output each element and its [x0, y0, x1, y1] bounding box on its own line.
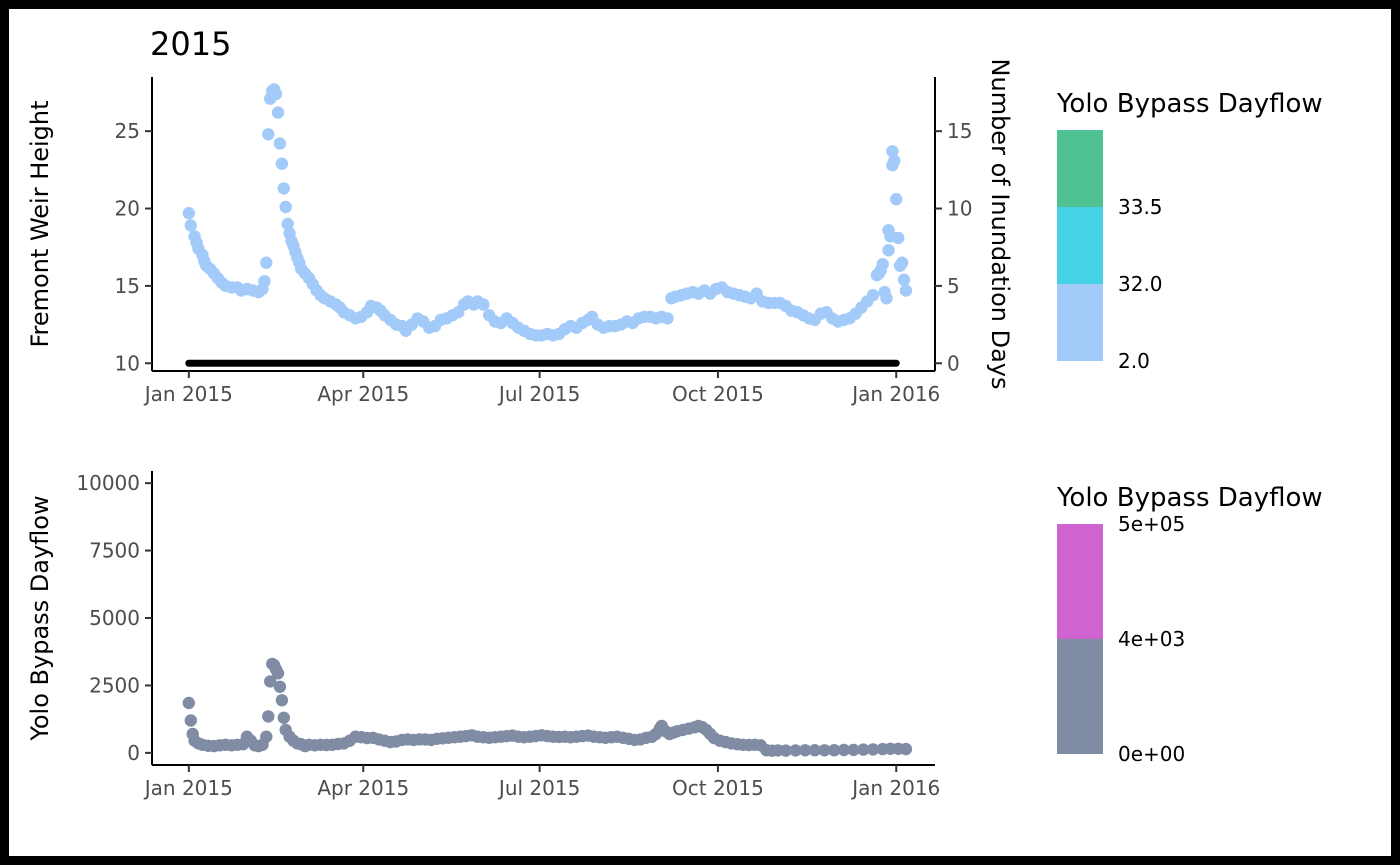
- data-point: [182, 696, 195, 710]
- y-axis-ticks-bottom: 0 2500 5000 7500 10000: [76, 471, 152, 765]
- y-tick-label: 10000: [76, 471, 140, 495]
- y-tick-label: 10: [115, 351, 140, 375]
- data-point: [258, 275, 271, 288]
- data-point: [264, 675, 277, 688]
- x-tick-label: Jan 2015: [143, 776, 233, 800]
- x-tick-label: Jan 2016: [850, 382, 940, 406]
- x-axis-ticks: Jan 2015 Apr 2015 Jul 2015 Oct 2015 Jan 2016: [143, 371, 940, 406]
- chart-title: 2015: [150, 25, 231, 63]
- legend-label-bottom-0: 0e+00: [1118, 742, 1185, 766]
- data-point: [866, 289, 880, 302]
- data-point: [847, 743, 860, 757]
- data-point: [866, 743, 880, 756]
- data-point: [260, 256, 273, 269]
- data-point: [184, 714, 197, 727]
- legend-swatch-0: [1057, 284, 1103, 361]
- data-point: [661, 312, 674, 325]
- data-point: [277, 182, 290, 195]
- y2-axis-title: Number of Inundation Days: [986, 59, 1014, 390]
- data-point: [275, 694, 289, 707]
- legend-label-bottom-2: 5e+05: [1118, 512, 1185, 536]
- y2-axis-ticks: 0 5 10 15: [935, 119, 972, 375]
- x-tick-label: Apr 2015: [317, 382, 409, 406]
- y-axis-title: Fremont Weir Height: [26, 100, 54, 347]
- legend-swatch-2: [1057, 130, 1103, 207]
- data-point: [275, 157, 289, 170]
- top-data-layer: [182, 83, 913, 367]
- x-tick-label: Jul 2015: [497, 382, 580, 406]
- data-point: [899, 742, 913, 756]
- data-point: [277, 711, 290, 724]
- data-point: [886, 145, 899, 158]
- x-axis-ticks-bottom: Jan 2015 Apr 2015 Jul 2015 Oct 2015 Jan 2016: [143, 765, 940, 800]
- legend-label-2: 33.5: [1118, 195, 1163, 219]
- x-tick-label: Jul 2015: [497, 776, 580, 800]
- x-tick-label: Jan 2016: [850, 776, 940, 800]
- data-point: [880, 292, 893, 305]
- data-point: [789, 744, 802, 757]
- data-point: [890, 193, 903, 206]
- x-tick-label: Oct 2015: [672, 776, 764, 800]
- x-tick-label: Apr 2015: [317, 776, 409, 800]
- data-point: [271, 667, 285, 680]
- legend-swatch-bottom-1: [1057, 524, 1103, 639]
- y-tick-label: 2500: [89, 673, 140, 697]
- legend-label-1: 32.0: [1118, 272, 1163, 296]
- x-tick-label: Oct 2015: [672, 382, 764, 406]
- legend-label-bottom-1: 4e+03: [1118, 627, 1185, 651]
- data-point: [262, 128, 275, 141]
- panel-top: 2015 Fremont Weir Height Number of Inund…: [26, 25, 1014, 406]
- data-point: [281, 217, 294, 231]
- data-point: [269, 87, 283, 101]
- y-axis-ticks: 10 15 20 25: [115, 119, 152, 375]
- data-point: [182, 207, 195, 220]
- data-point: [857, 743, 870, 756]
- legend-swatch-1: [1057, 207, 1103, 284]
- data-point: [888, 154, 901, 167]
- legend-bottom: Yolo Bypass Dayflow 0e+00 4e+03 5e+05: [1056, 483, 1323, 766]
- data-point: [184, 219, 197, 232]
- data-point: [271, 106, 285, 119]
- data-point: [262, 710, 275, 723]
- data-point: [828, 744, 841, 757]
- data-point: [779, 744, 792, 757]
- legend-top: Yolo Bypass Dayflow 2.0 32.0 33.5: [1056, 89, 1323, 373]
- data-point: [895, 256, 909, 269]
- figure-frame: 2015 Fremont Weir Height Number of Inund…: [9, 9, 1391, 856]
- data-point: [818, 744, 831, 757]
- bottom-data-layer: [182, 657, 913, 757]
- y-axis-title-bottom: Yolo Bypass Dayflow: [26, 495, 54, 741]
- data-point: [897, 273, 911, 286]
- data-point: [273, 680, 287, 693]
- y-tick-label: 5000: [89, 606, 140, 630]
- data-point: [279, 200, 292, 214]
- y2-tick-label: 5: [947, 274, 960, 298]
- data-point: [892, 231, 905, 245]
- y-tick-label: 25: [115, 119, 140, 143]
- y2-tick-label: 10: [947, 197, 972, 221]
- data-point: [837, 743, 851, 757]
- legend-swatch-bottom-0: [1057, 639, 1103, 754]
- data-point: [798, 744, 812, 757]
- chart-canvas: 2015 Fremont Weir Height Number of Inund…: [26, 25, 1323, 800]
- data-point: [876, 258, 889, 271]
- legend-label-0: 2.0: [1118, 349, 1150, 373]
- data-point: [882, 244, 895, 257]
- panel-bottom: Yolo Bypass Dayflow 0 2500 5000 7500 10000 J…: [26, 471, 940, 800]
- legend-title-bottom: Yolo Bypass Dayflow: [1056, 483, 1323, 513]
- data-point: [260, 730, 273, 743]
- x-tick-label: Jan 2015: [143, 382, 233, 406]
- y-tick-label: 15: [115, 274, 140, 298]
- data-point: [899, 284, 913, 297]
- data-point: [477, 298, 490, 311]
- y2-tick-label: 15: [947, 119, 972, 143]
- data-point: [273, 137, 287, 150]
- y2-tick-label: 0: [947, 351, 960, 375]
- y-tick-label: 20: [115, 197, 140, 221]
- data-point: [808, 744, 821, 757]
- y-tick-label: 0: [127, 741, 140, 765]
- y-tick-label: 7500: [89, 539, 140, 563]
- legend-title: Yolo Bypass Dayflow: [1056, 89, 1323, 119]
